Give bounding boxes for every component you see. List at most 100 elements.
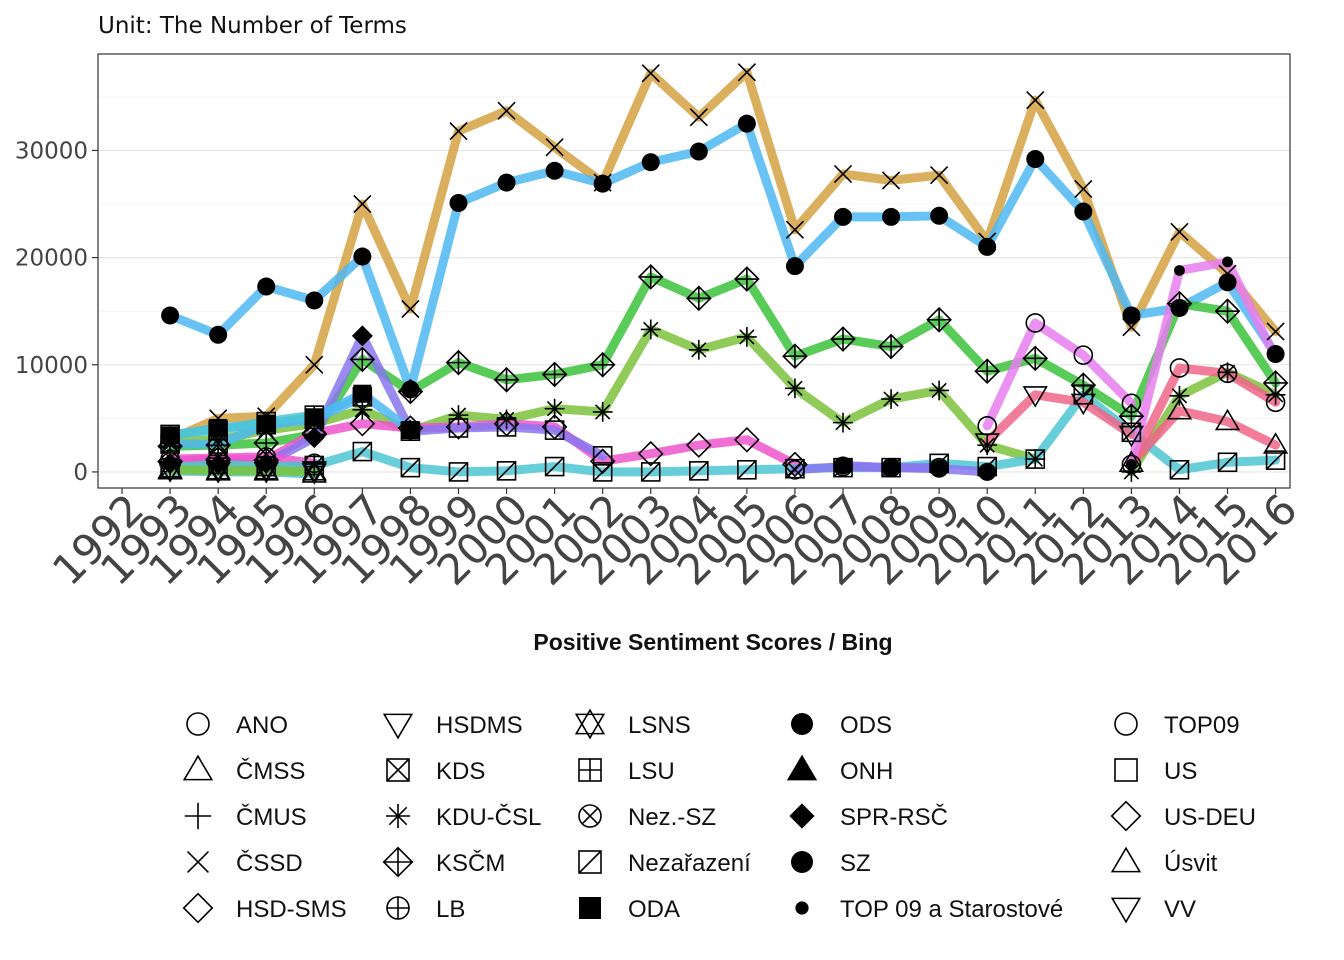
legend-key-onh (786, 754, 818, 781)
point-cssd (737, 63, 756, 82)
point-ods (161, 306, 180, 325)
legend-label: KDS (436, 758, 485, 785)
point-kscm (878, 333, 904, 360)
point-kdu-csl (785, 378, 805, 399)
legend-key-sz (791, 851, 813, 873)
legend-item-vv: VV (1110, 896, 1196, 924)
point-ods (689, 142, 708, 161)
legend-label: TOP09 (1164, 712, 1240, 739)
legend-key-kscm (382, 846, 414, 878)
legend-item-oda: ODA (579, 896, 680, 923)
series-line-ods (165, 119, 1281, 394)
legend-item-us-deu: US-DEU (1110, 800, 1256, 832)
point-nezarazeni (352, 441, 373, 462)
point-nezarazeni (1217, 452, 1238, 473)
legend-label: Úsvit (1164, 850, 1218, 877)
point-us (448, 418, 469, 438)
point-cssd (1026, 90, 1045, 110)
point-hsd-sms (349, 410, 376, 437)
point-vv (1118, 425, 1145, 448)
legend-key-lsu (578, 758, 602, 782)
point-kscm (926, 306, 952, 333)
legend-item-lb: LB (386, 896, 465, 923)
point-oda (401, 421, 420, 440)
series-line-lsns (165, 465, 319, 477)
point-kscm (1214, 298, 1241, 325)
point-ods (1074, 202, 1093, 221)
point-top09 (977, 416, 997, 436)
point-cssd (1266, 322, 1285, 341)
legend-label: HSDMS (436, 712, 523, 739)
point-hsd-sms (445, 414, 472, 440)
legend-key-nezarazeni (578, 850, 602, 874)
point-kdu-csl (640, 319, 661, 340)
point-top09 (1073, 345, 1094, 365)
point-nezarazeni (448, 462, 469, 482)
y-tick-label: 20000 (15, 246, 88, 272)
point-kds (352, 387, 373, 407)
point-kdu-csl (881, 389, 901, 409)
point-nezarazeni (544, 456, 565, 477)
point-kscm (974, 358, 1001, 385)
point-kscm (1166, 290, 1193, 317)
legend-item-kds: KDS (386, 758, 485, 785)
point-top-09-a-starostove (1125, 459, 1137, 470)
point-kscm (493, 366, 520, 393)
series-line-top-09-a-starostove (1126, 257, 1281, 469)
chart-subtitle: Unit: The Number of Terms (98, 13, 407, 39)
legend-label: US (1164, 758, 1197, 785)
point-cssd (833, 164, 853, 184)
legend-item-lsns: LSNS (574, 708, 691, 740)
point-lsu (304, 405, 325, 425)
point-cssd (545, 138, 564, 157)
legend-key-us-deu (1110, 800, 1142, 832)
point-lsu (208, 420, 228, 440)
point-ano (1217, 363, 1238, 384)
point-kdu-csl (1169, 385, 1190, 406)
point-hsd-sms (685, 432, 712, 458)
legend-label: HSD-SMS (236, 896, 347, 923)
legend-item-hsd-sms: HSD-SMS (182, 892, 347, 924)
legend-item-cmus: ČMUS (184, 802, 307, 831)
point-kdu-csl (929, 380, 950, 401)
y-tick-label: 30000 (15, 138, 88, 164)
point-vv (1070, 393, 1096, 416)
point-cssd (305, 355, 324, 374)
point-nezarazeni (400, 457, 421, 478)
point-cssd (930, 165, 949, 185)
point-ano (1265, 392, 1286, 413)
legend-label: TOP 09 a Starostové (840, 896, 1063, 923)
point-cssd (1170, 222, 1189, 242)
point-nezarazeni (737, 459, 757, 480)
point-kscm (349, 346, 376, 373)
point-ods (353, 247, 372, 266)
point-usvit (1166, 398, 1193, 420)
y-tick-label: 0 (73, 460, 88, 486)
point-kscm (734, 266, 760, 292)
point-spr-rsc (303, 427, 325, 449)
legend-key-ano (186, 712, 210, 736)
point-us (496, 417, 517, 437)
point-kscm (637, 264, 664, 290)
legend-key-lsns (574, 708, 606, 740)
point-ods (882, 207, 901, 226)
point-vv (1022, 386, 1048, 408)
point-nezarazeni (496, 461, 517, 481)
legend-item-ods: ODS (791, 712, 892, 739)
legend-label: LB (436, 896, 465, 923)
legend-key-cmss (182, 754, 214, 781)
legend-key-nez-sz (578, 804, 602, 828)
legend-key-cmus (184, 802, 212, 830)
point-spr-rsc (351, 325, 373, 347)
legend-key-us (1114, 758, 1138, 782)
legend-key-top-09-a-starostove (795, 901, 809, 915)
point-lsu (256, 411, 277, 432)
legend-item-nez-sz: Nez.-SZ (578, 804, 716, 831)
point-ods (593, 174, 612, 193)
series-markers (157, 63, 1289, 485)
point-hsd-sms (637, 440, 664, 467)
point-top09 (1025, 313, 1046, 333)
legend-label: KSČM (436, 849, 505, 877)
point-cssd (401, 299, 420, 319)
legend-label: US-DEU (1164, 804, 1256, 831)
